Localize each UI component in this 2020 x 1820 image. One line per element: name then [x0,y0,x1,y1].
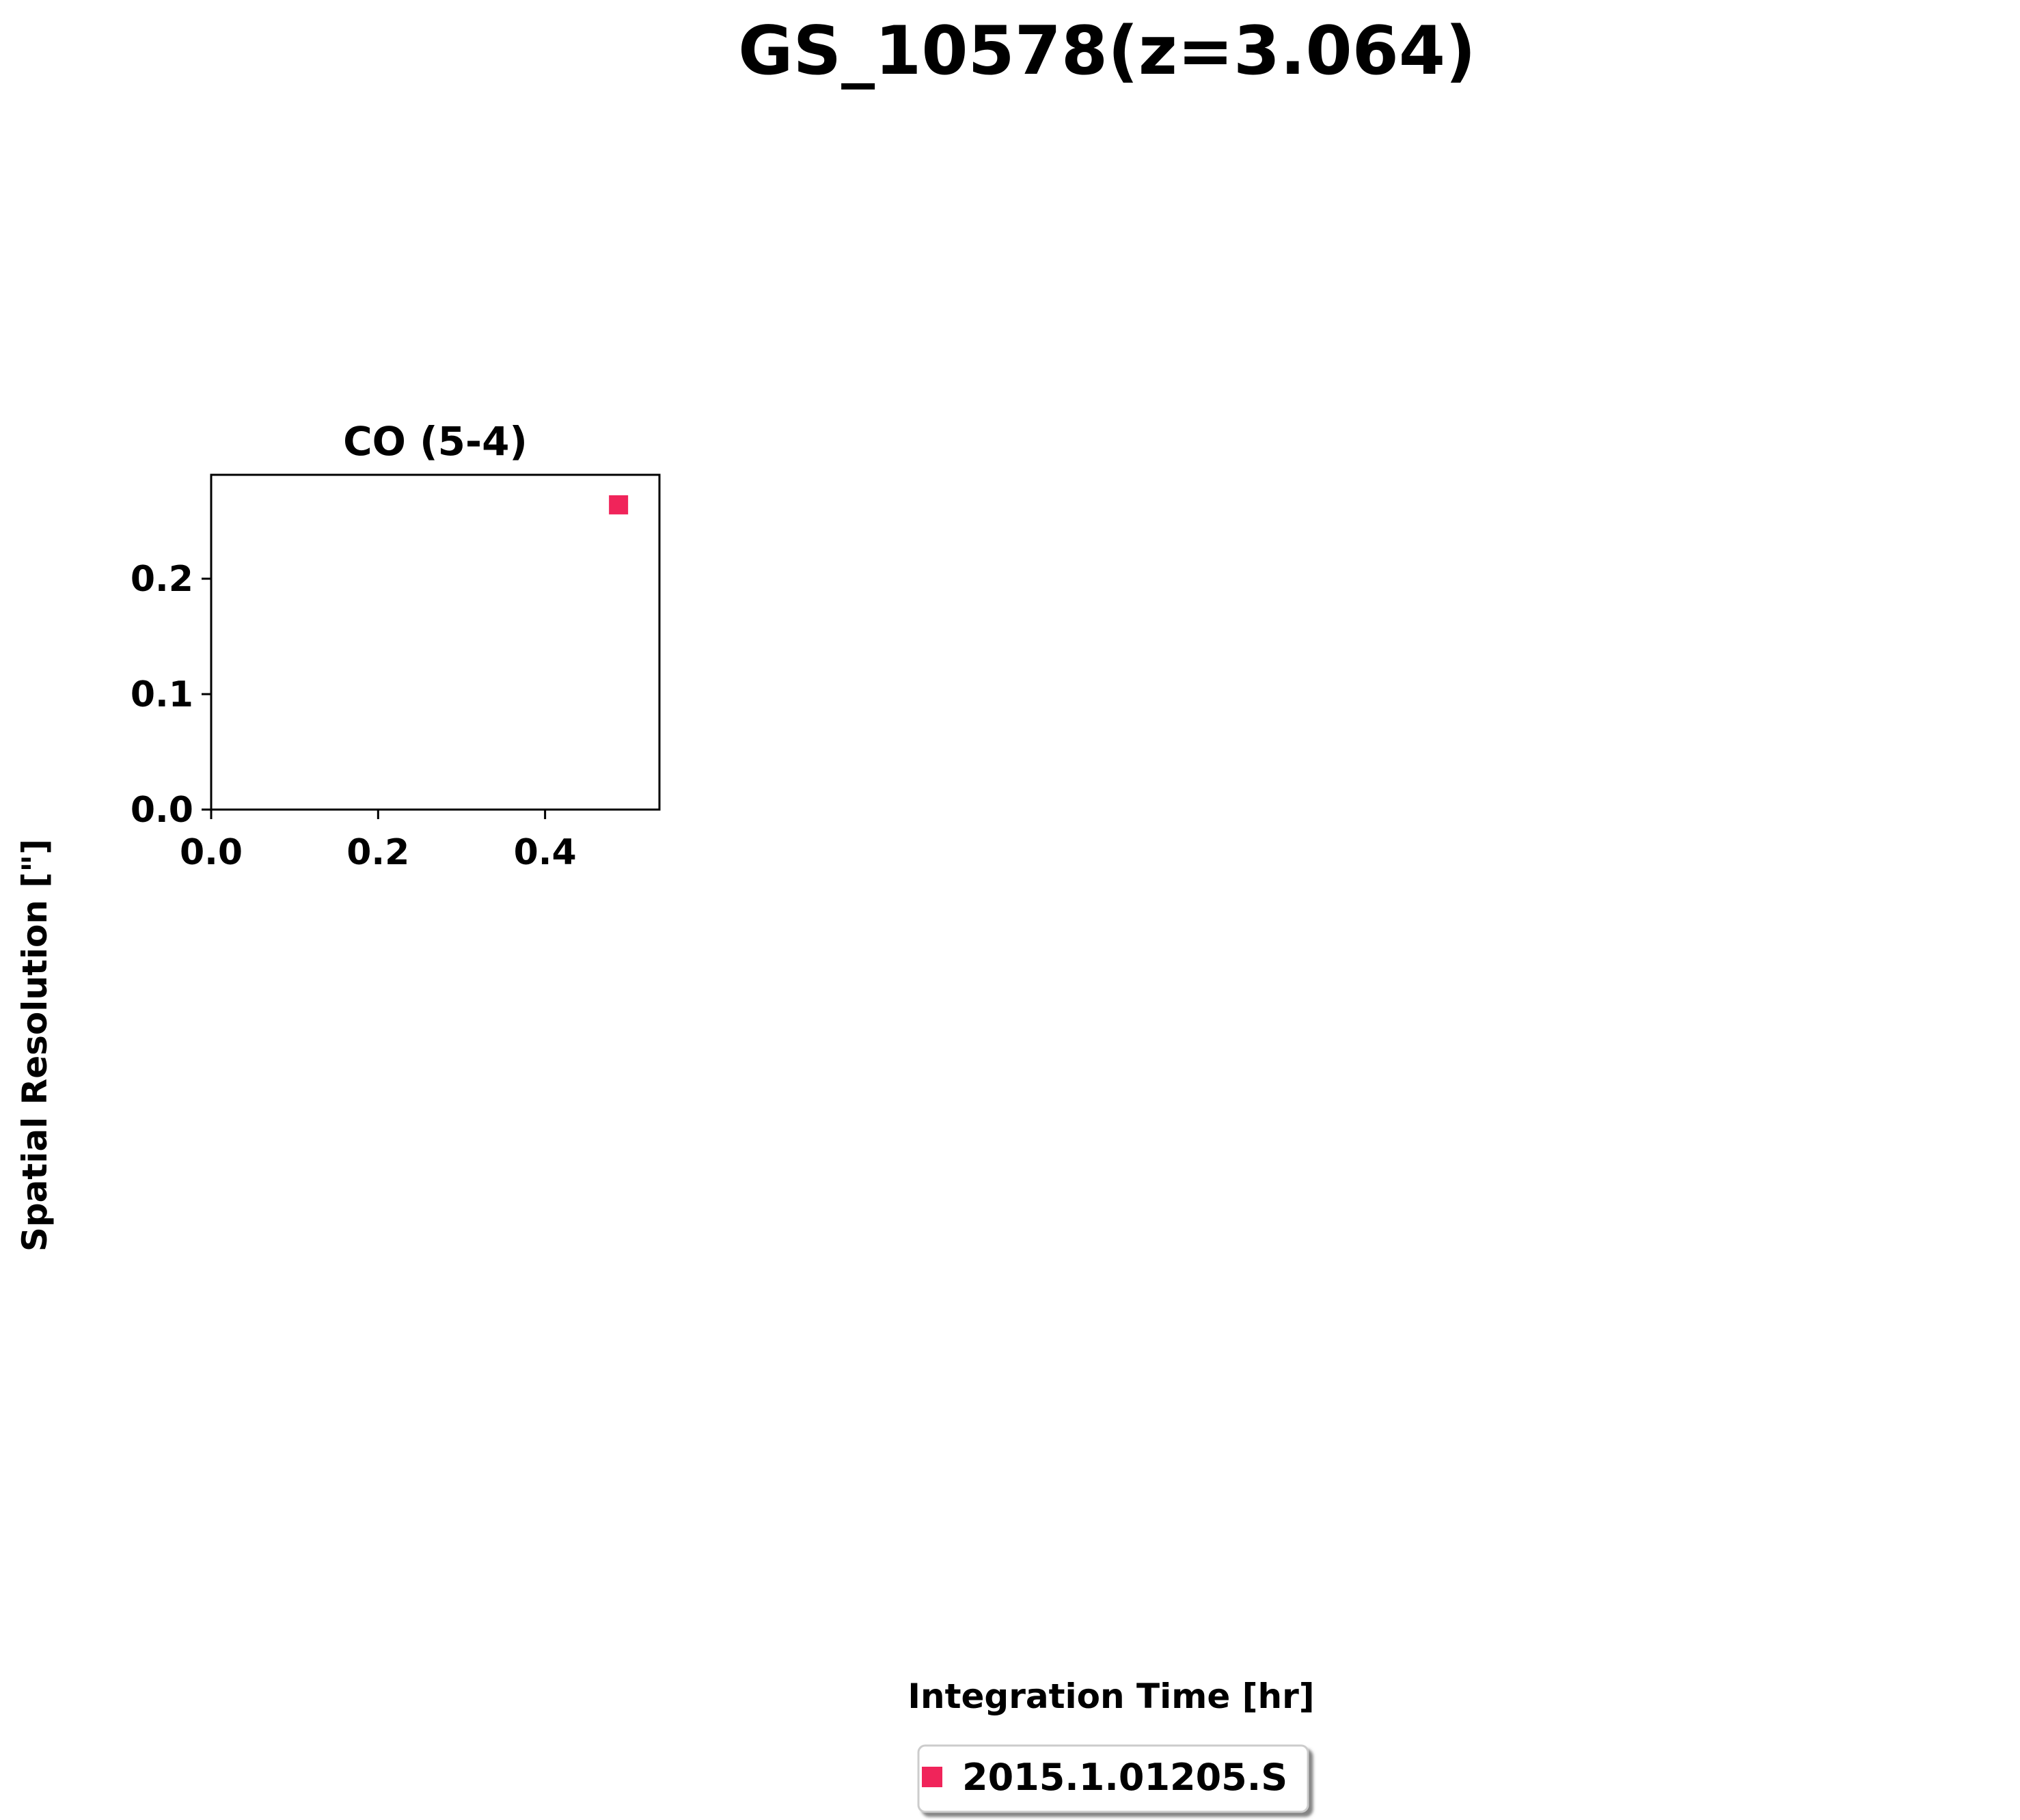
legend-box [917,1744,1309,1813]
x-axis-label: Integration Time [hr] [907,1677,1314,1716]
chart-title: CO (5-4) [343,418,528,465]
y-tick-label: 0.0 [131,790,193,831]
legend-marker-square [922,1767,942,1787]
y-axis-label: Spatial Resolution ["] [15,839,55,1252]
plot-frame [210,473,661,811]
y-tick-label: 0.1 [131,674,193,715]
y-axis-ticks: 0.0 0.1 0.2 [131,559,211,831]
legend-series-label: 2015.1.01205.S [962,1756,1287,1799]
data-points [609,495,629,514]
x-tick-label: 0.4 [514,832,577,873]
data-point [609,495,629,514]
x-tick-label: 0.2 [346,832,409,873]
x-axis-ticks: 0.0 0.2 0.4 [180,810,577,873]
y-tick-label: 0.2 [131,559,193,600]
legend: 2015.1.01205.S [917,1744,1309,1813]
x-tick-label: 0.0 [180,832,243,873]
figure-title: GS_10578(z=3.064) [738,12,1476,90]
